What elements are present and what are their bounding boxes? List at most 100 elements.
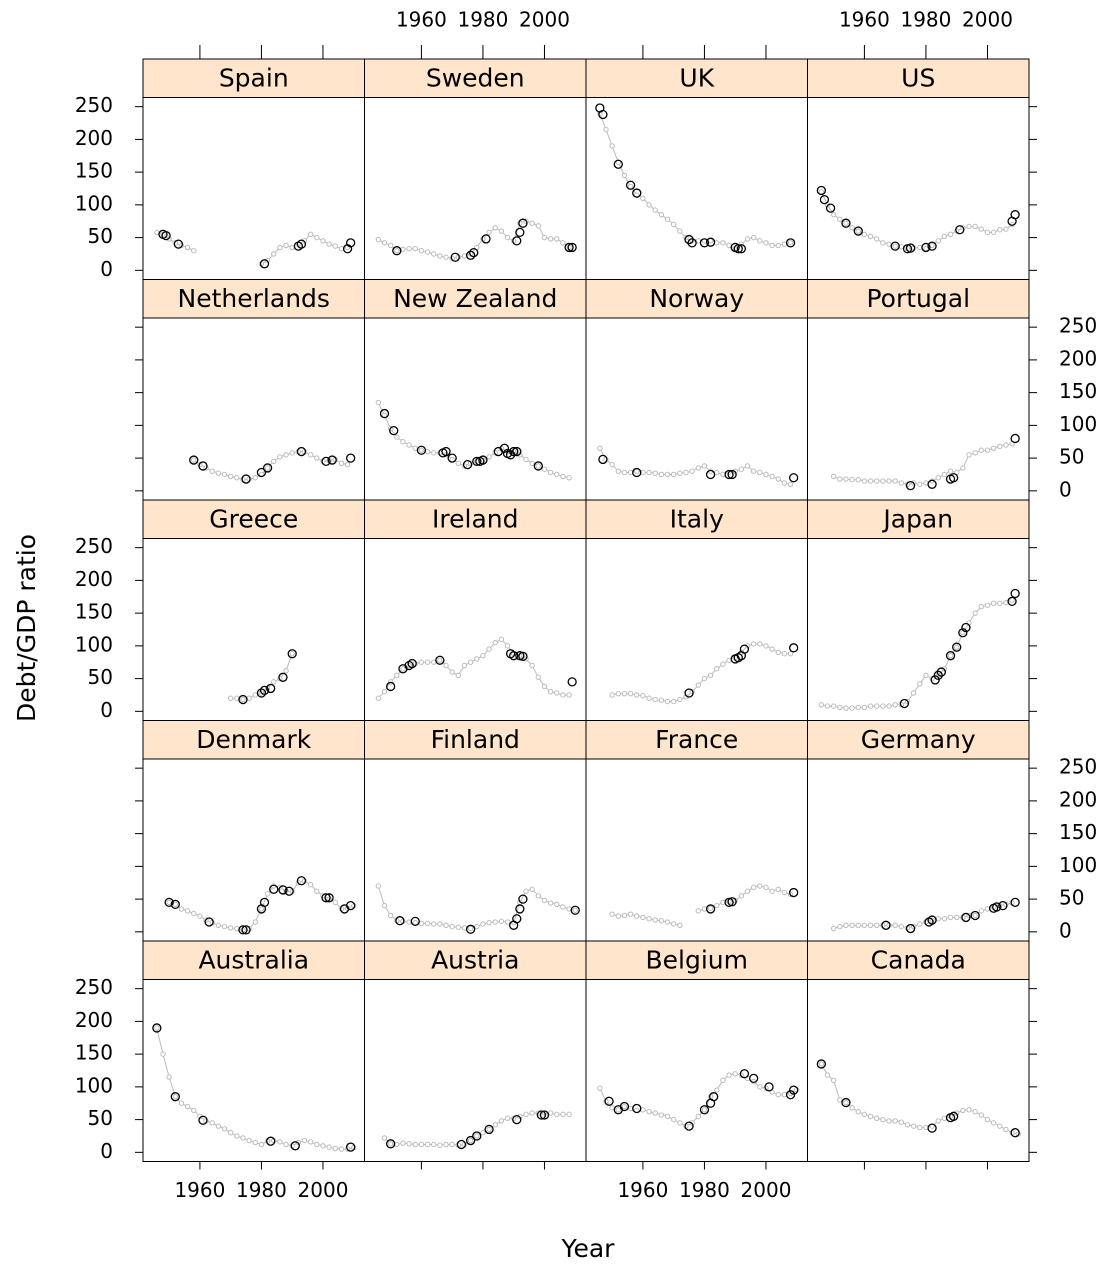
data-point xyxy=(332,1145,338,1152)
data-point xyxy=(184,244,191,251)
data-point xyxy=(898,480,905,486)
data-point xyxy=(467,659,474,665)
data-point xyxy=(818,1061,825,1067)
data-point xyxy=(449,669,455,675)
highlight-point xyxy=(346,1142,356,1152)
data-point xyxy=(504,1115,511,1121)
highlight-point xyxy=(512,236,522,246)
data-point xyxy=(215,922,222,928)
data-point xyxy=(874,922,880,928)
data-point xyxy=(670,471,677,478)
data-point xyxy=(997,600,1003,607)
data-point xyxy=(283,1141,289,1148)
data-point xyxy=(714,902,720,909)
panel-frame xyxy=(142,758,365,942)
highlight-point xyxy=(724,469,734,480)
highlight-point xyxy=(952,642,962,652)
highlight-point xyxy=(512,914,522,924)
highlight-point xyxy=(389,425,399,436)
highlight-point xyxy=(881,920,891,930)
y-tick-label: 150 xyxy=(75,1041,113,1065)
data-point xyxy=(197,913,203,919)
data-point xyxy=(658,1112,665,1118)
highlight-point xyxy=(699,238,710,248)
data-point xyxy=(750,884,757,891)
data-point xyxy=(775,476,781,482)
data-point xyxy=(535,674,542,680)
highlight-point xyxy=(961,912,971,923)
y-tick-label: 100 xyxy=(75,191,113,215)
highlight-point xyxy=(256,688,267,698)
highlight-point xyxy=(853,226,863,236)
highlight-point xyxy=(278,885,288,895)
highlight-point xyxy=(256,467,267,478)
data-point xyxy=(424,659,431,665)
data-point xyxy=(227,695,234,701)
strip xyxy=(364,58,587,98)
data-point xyxy=(714,1087,720,1093)
highlight-point xyxy=(465,1135,476,1146)
data-point xyxy=(923,246,929,252)
data-point xyxy=(886,1118,892,1124)
data-point xyxy=(677,922,683,928)
data-point xyxy=(917,921,923,927)
y-tick-label: 50 xyxy=(1059,886,1084,910)
y-tick-label: 150 xyxy=(75,600,113,624)
data-point xyxy=(184,908,191,914)
panel: Spain 0 50 100 150 200 250 xyxy=(75,45,365,281)
panel: Canada xyxy=(807,940,1037,1170)
strip-title: Norway xyxy=(649,284,744,313)
highlight-point xyxy=(945,651,956,661)
data-point xyxy=(449,456,455,463)
panel: Finland xyxy=(364,720,587,942)
panel-frame xyxy=(585,97,808,280)
x-tick-label: 2000 xyxy=(298,1178,349,1202)
highlight-point xyxy=(259,897,270,908)
data-point xyxy=(437,253,443,259)
y-tick-label: 150 xyxy=(1059,820,1097,844)
data-point xyxy=(443,922,449,928)
highlight-point xyxy=(518,894,528,904)
data-point xyxy=(935,475,941,481)
data-point xyxy=(855,1109,861,1115)
data-point xyxy=(855,704,861,711)
highlight-point xyxy=(539,1110,550,1120)
highlight-point xyxy=(262,463,273,473)
data-point xyxy=(431,450,437,456)
data-point xyxy=(547,688,554,695)
data-point xyxy=(566,692,572,698)
highlight-point xyxy=(515,904,525,914)
panel: Portugal 0 50 100 150 200 250 xyxy=(807,279,1097,501)
data-point xyxy=(467,1137,474,1144)
data-point xyxy=(824,1072,831,1078)
data-point xyxy=(750,468,757,474)
data-point xyxy=(547,469,554,476)
highlight-point xyxy=(619,1101,630,1112)
y-tick-label: 50 xyxy=(1059,445,1084,469)
data-point xyxy=(443,1141,449,1148)
highlight-point xyxy=(604,1096,614,1106)
y-tick-label: 50 xyxy=(88,665,113,689)
data-point xyxy=(775,242,781,249)
data-point xyxy=(449,923,455,930)
strip-title: Japan xyxy=(881,504,953,533)
data-point xyxy=(726,1072,732,1078)
data-point xyxy=(191,457,197,463)
highlight-point xyxy=(296,446,307,457)
highlight-point xyxy=(484,1124,494,1135)
data-point xyxy=(461,253,468,259)
data-point xyxy=(935,238,941,244)
highlight-point xyxy=(921,242,931,253)
data-point xyxy=(1003,226,1009,232)
data-point xyxy=(418,247,425,254)
highlight-point xyxy=(238,694,248,705)
data-point xyxy=(972,610,978,616)
highlight-point xyxy=(290,1141,300,1151)
y-tick-label: 250 xyxy=(75,975,113,999)
x-tick-label: 1980 xyxy=(679,1178,730,1202)
data-point xyxy=(874,1115,880,1121)
data-point xyxy=(695,908,701,914)
data-point xyxy=(166,1074,172,1080)
strip-title: Spain xyxy=(219,63,289,92)
data-point xyxy=(277,454,283,460)
